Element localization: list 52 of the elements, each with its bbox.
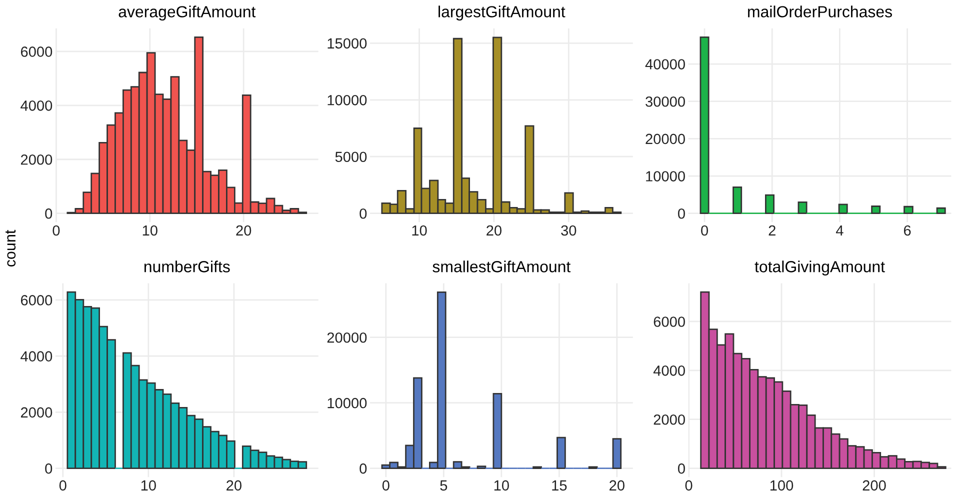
y-tick-label: 4000 <box>20 100 52 111</box>
y-tick-label: 0 <box>678 463 685 474</box>
x-tick-label: 0 <box>701 225 708 236</box>
x-tick-label: 0 <box>685 480 692 491</box>
y-tick-label: 15000 <box>328 38 367 49</box>
chart-title: smallestGiftAmount <box>432 260 571 272</box>
y-tick-label: 6000 <box>20 295 52 306</box>
x-tick-label: 20 <box>236 225 252 236</box>
x-tick-label: 2 <box>768 225 776 236</box>
x-tick-label: 0 <box>382 480 390 491</box>
y-tick-label: 2000 <box>654 414 685 425</box>
x-tick-label: 0 <box>52 225 60 236</box>
y-axis-title: count <box>6 230 16 267</box>
chart-title: averageGiftAmount <box>118 6 256 21</box>
y-tick-label: 4000 <box>20 351 52 362</box>
chart-title: mailOrderPurchases <box>748 6 892 18</box>
y-tick-label: 10000 <box>646 171 685 182</box>
y-tick-label: 40000 <box>645 59 685 70</box>
x-tick-label: 6 <box>904 225 911 236</box>
x-tick-label: 0 <box>59 480 66 491</box>
y-tick-label: 10000 <box>328 398 367 408</box>
y-tick-label: 30000 <box>646 96 685 107</box>
x-tick-label: 10 <box>412 225 427 236</box>
x-tick-label: 20 <box>486 225 502 236</box>
chart-title: numberGifts <box>144 260 230 272</box>
x-tick-label: 10 <box>141 480 156 491</box>
x-tick-label: 30 <box>561 225 576 236</box>
x-tick-label: 10 <box>142 225 158 236</box>
x-tick-label: 20 <box>226 480 242 491</box>
y-tick-label: 20000 <box>646 134 685 144</box>
x-tick-label: 200 <box>862 480 886 491</box>
y-tick-label: 4000 <box>653 366 685 376</box>
y-tick-label: 2000 <box>20 407 52 418</box>
x-tick-label: 100 <box>770 480 794 491</box>
y-tick-label: 2000 <box>20 154 52 165</box>
y-tick-label: 5000 <box>335 152 367 162</box>
x-tick-label: 20 <box>610 480 624 491</box>
y-tick-label: 0 <box>360 208 367 219</box>
y-tick-label: 10000 <box>328 94 367 106</box>
x-tick-label: 15 <box>552 480 567 491</box>
x-tick-label: 5 <box>440 480 448 491</box>
y-tick-label: 0 <box>678 208 685 219</box>
y-tick-label: 20000 <box>327 332 367 343</box>
chart-title: totalGivingAmount <box>754 260 885 276</box>
y-tick-label: 0 <box>45 208 52 219</box>
y-tick-label: 6000 <box>654 316 685 327</box>
x-tick-label: 4 <box>836 225 844 236</box>
y-tick-label: 6000 <box>20 46 52 57</box>
x-tick-label: 10 <box>494 480 509 491</box>
y-tick-label: 0 <box>45 463 52 474</box>
chart-title: largestGiftAmount <box>438 6 566 21</box>
y-tick-label: 0 <box>360 463 367 474</box>
